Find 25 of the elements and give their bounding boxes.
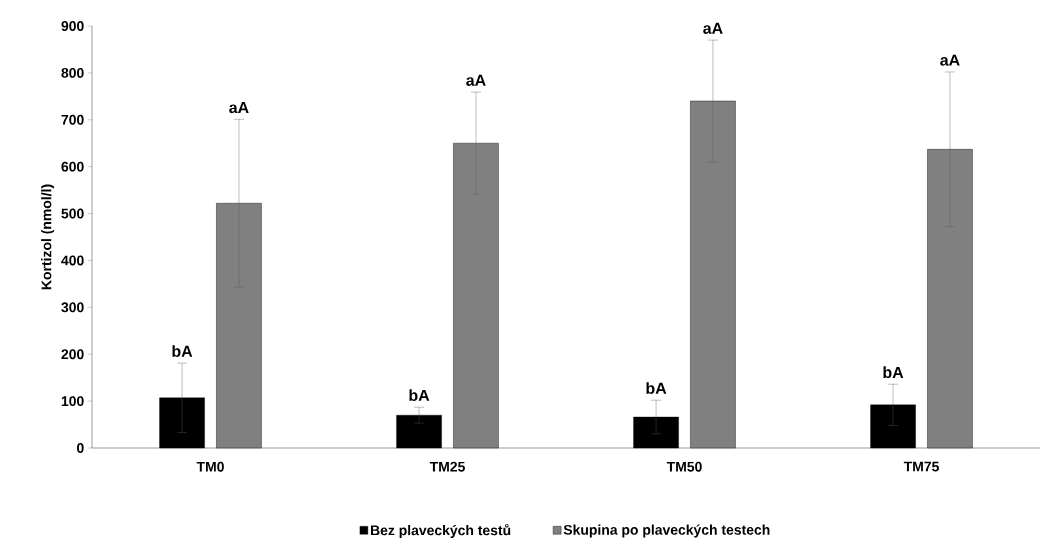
y-tick-label: 900	[61, 21, 84, 31]
annotation: aA	[940, 54, 960, 66]
annotation: bA	[409, 389, 430, 402]
y-tick-label: 500	[61, 208, 84, 219]
y-tick-label: 700	[61, 114, 84, 125]
y-tick-label: 600	[61, 161, 84, 172]
annotation: bA	[646, 382, 667, 394]
x-tick-label: TM0	[196, 461, 224, 472]
x-tick-label: TM50	[666, 461, 702, 472]
annotation: aA	[466, 74, 486, 86]
annotation: aA	[703, 22, 723, 34]
x-tick-label: TM75	[903, 461, 939, 472]
annotation: aA	[229, 102, 249, 114]
annotation: bA	[883, 366, 904, 379]
legend-label: Skupina po plaveckých testech	[563, 524, 770, 538]
annotation: bA	[172, 345, 193, 357]
y-tick-label: 0	[77, 443, 84, 453]
y-tick-label: 200	[61, 349, 84, 360]
y-tick-label: 300	[61, 302, 84, 313]
x-tick-label: TM25	[429, 461, 465, 472]
y-tick-label: 100	[61, 396, 84, 407]
y-tick-label: 800	[61, 67, 84, 78]
y-tick-label: 400	[61, 255, 84, 266]
y-axis-title: Kortizol (nmol/l)	[41, 184, 55, 290]
legend-label: Bez plaveckých testů	[370, 523, 511, 539]
